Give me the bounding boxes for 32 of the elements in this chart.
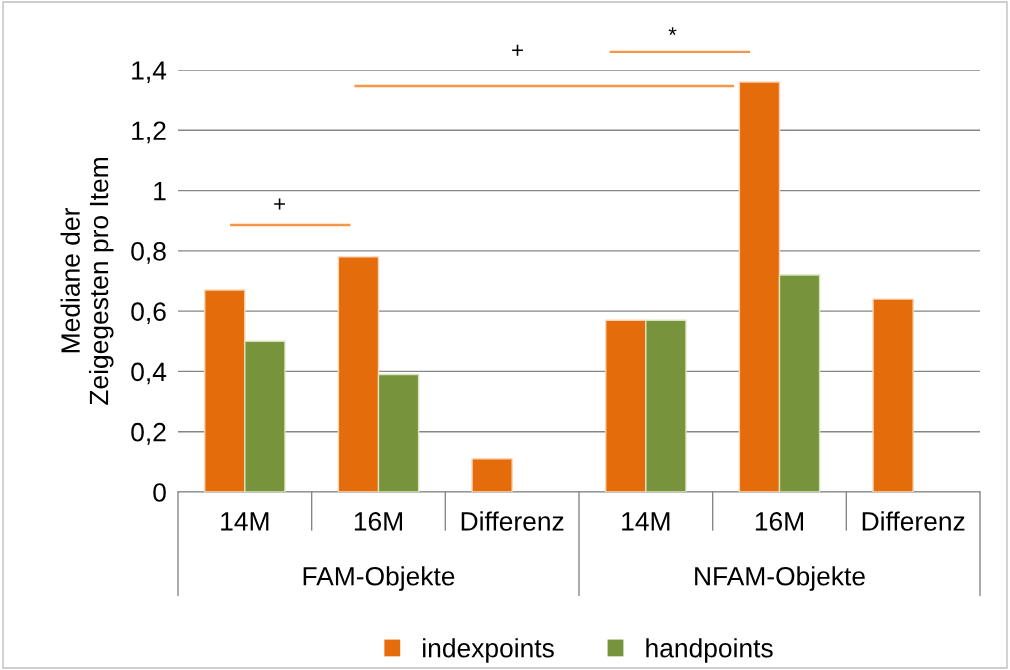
- y-tick-label: 1,2: [132, 121, 166, 144]
- legend-label: handpoints: [646, 638, 773, 663]
- text: NFAM-Objekte: [695, 566, 865, 591]
- y-axis-title: Mediane der Zeigegesten pro Item: [60, 158, 114, 405]
- annotation: +: [274, 198, 285, 210]
- bar: [337, 256, 380, 492]
- y-tick-label: 0,4: [131, 362, 167, 385]
- x-tick-label: 16M: [755, 512, 803, 531]
- y-tick-label: 0,2: [131, 422, 166, 445]
- x-tick-label: Differenz: [862, 511, 965, 531]
- bar: [738, 81, 781, 492]
- bar: [645, 319, 687, 492]
- bar: [377, 373, 420, 492]
- bar: [244, 340, 286, 492]
- text: *: [668, 27, 677, 36]
- legend-label: indexpoints: [423, 638, 554, 663]
- x-tick-label: 16M: [354, 512, 402, 531]
- x-tick-label: 14M: [221, 512, 269, 531]
- y-tick-label: 0: [153, 483, 166, 502]
- y-tick-label: 1: [154, 181, 166, 201]
- bar: [471, 458, 513, 492]
- x-tick-label: 14M: [622, 512, 670, 531]
- text: FAM-Objekte: [303, 566, 455, 591]
- y-tick-label: 1,4: [132, 61, 167, 83]
- y-tick-label: 0,8: [131, 241, 166, 264]
- bar: [872, 298, 914, 492]
- text: +: [512, 44, 523, 56]
- bar: [778, 274, 821, 492]
- y-tick-label: 0,6: [131, 302, 166, 325]
- x-tick-label: Differenz: [461, 511, 564, 531]
- bar: [204, 289, 246, 492]
- bar: [605, 319, 647, 492]
